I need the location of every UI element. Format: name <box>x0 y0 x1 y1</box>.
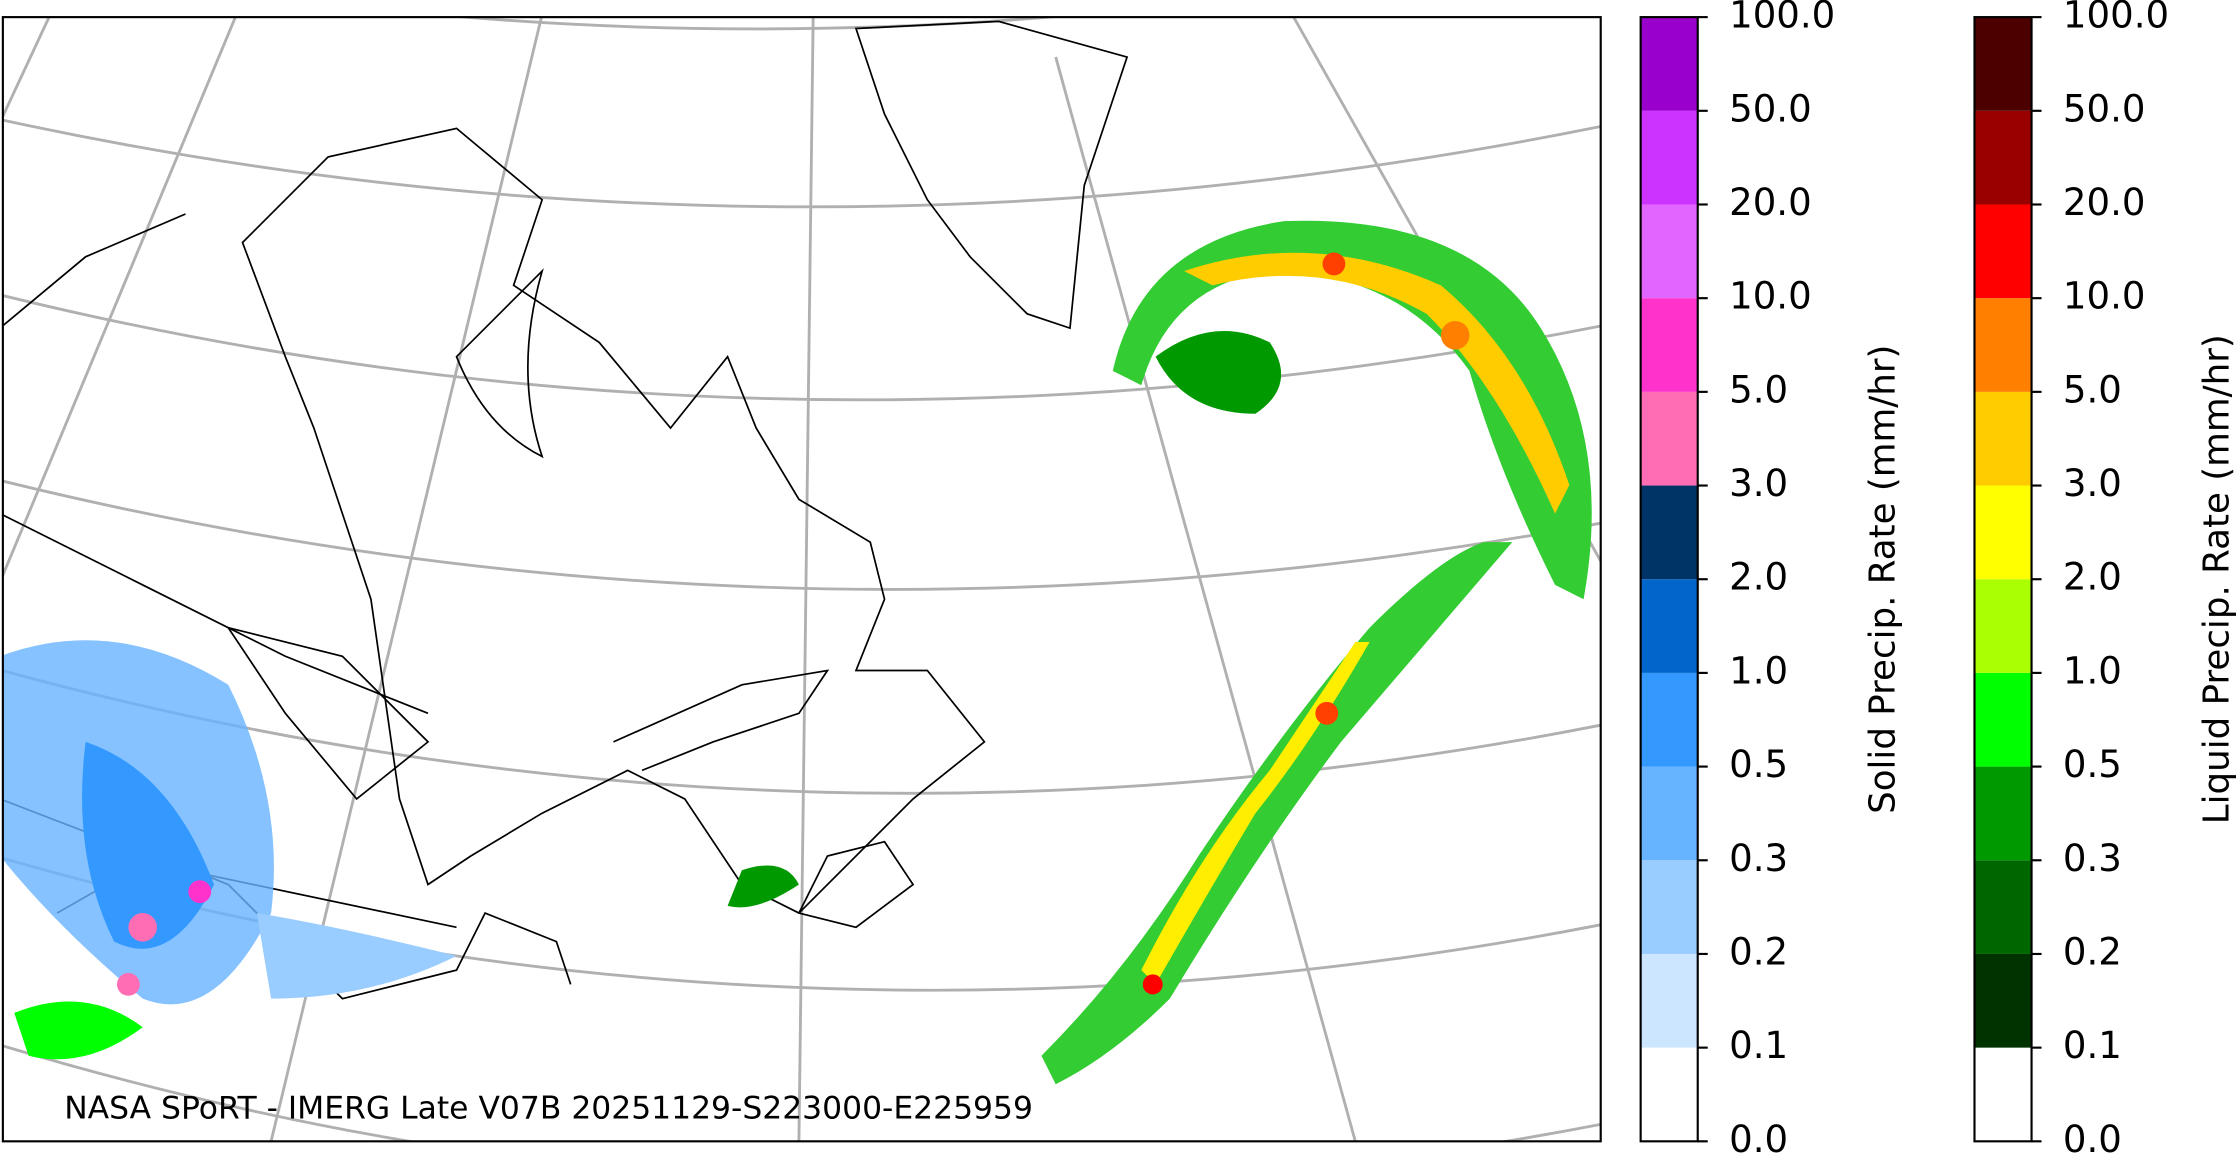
colorbar-segment <box>1640 860 1698 954</box>
colorbar-segment <box>1640 298 1698 392</box>
colorbar-segment <box>1640 672 1698 767</box>
colorbar-segment <box>1640 391 1698 486</box>
map-frame <box>1 16 1602 1143</box>
colorbar-segment <box>1974 485 2032 580</box>
colorbar-segment <box>1974 579 2032 673</box>
tick-label: 1.0 <box>1729 649 1788 692</box>
tick-label: 100.0 <box>2063 0 2169 37</box>
tick-label: 0.5 <box>1729 743 1788 786</box>
colorbar-segment <box>1974 766 2032 861</box>
colorbar-segment <box>1974 672 2032 767</box>
colorbar-segment <box>1974 391 2032 486</box>
tick-label: 10.0 <box>2063 275 2146 318</box>
precipitation <box>2 220 1592 1085</box>
tick-label: 0.0 <box>1729 1118 1788 1161</box>
tick-label: 2.0 <box>1729 556 1788 599</box>
tick-label: 100.0 <box>1729 0 1835 37</box>
tick-label: 50.0 <box>1729 87 1812 130</box>
tick-label: 5.0 <box>2063 368 2122 411</box>
colorbar-segment <box>1640 485 1698 580</box>
tick-label: 3.0 <box>1729 462 1788 505</box>
tick-label: 0.1 <box>1729 1024 1788 1067</box>
colorbar-label: Liquid Precip. Rate (mm/hr) <box>2196 334 2237 824</box>
tick-label: 50.0 <box>2063 87 2146 130</box>
colorbar-segment <box>1640 110 1698 205</box>
colorbar-segment <box>1974 110 2032 205</box>
tick-label: 0.2 <box>2063 930 2122 973</box>
tick-label: 5.0 <box>1729 368 1788 411</box>
colorbar-segment <box>1640 17 1698 111</box>
tick-label: 1.0 <box>2063 649 2122 692</box>
colorbar-segment <box>1974 17 2032 111</box>
tick-label: 0.3 <box>1729 837 1788 880</box>
colorbar-segment <box>1640 204 1698 299</box>
tick-label: 20.0 <box>1729 181 1812 224</box>
colorbar-segment <box>1640 1047 1698 1142</box>
tick-label: 3.0 <box>2063 462 2122 505</box>
tick-label: 0.1 <box>2063 1024 2122 1067</box>
map-annotation: NASA SPoRT - IMERG Late V07B 20251129-S2… <box>64 1090 1033 1126</box>
colorbar-segment <box>1640 579 1698 673</box>
tick-label: 0.5 <box>2063 743 2122 786</box>
colorbar-segment <box>1974 1047 2032 1142</box>
tick-label: 2.0 <box>2063 556 2122 599</box>
colorbar-segment <box>1974 298 2032 392</box>
colorbar-segment <box>1974 204 2032 299</box>
tick-label: 0.0 <box>2063 1118 2122 1161</box>
tick-label: 20.0 <box>2063 181 2146 224</box>
colorbar-segment <box>1974 860 2032 954</box>
colorbar-segment <box>1974 953 2032 1048</box>
map: NASA SPoRT - IMERG Late V07B 20251129-S2… <box>2 17 1601 1142</box>
tick-label: 0.3 <box>2063 837 2122 880</box>
colorbar-segment <box>1640 766 1698 861</box>
colorbar-label: Solid Precip. Rate (mm/hr) <box>1863 345 1904 814</box>
tick-label: 10.0 <box>1729 275 1812 318</box>
colorbar-segment <box>1640 953 1698 1048</box>
tick-label: 0.2 <box>1729 930 1788 973</box>
